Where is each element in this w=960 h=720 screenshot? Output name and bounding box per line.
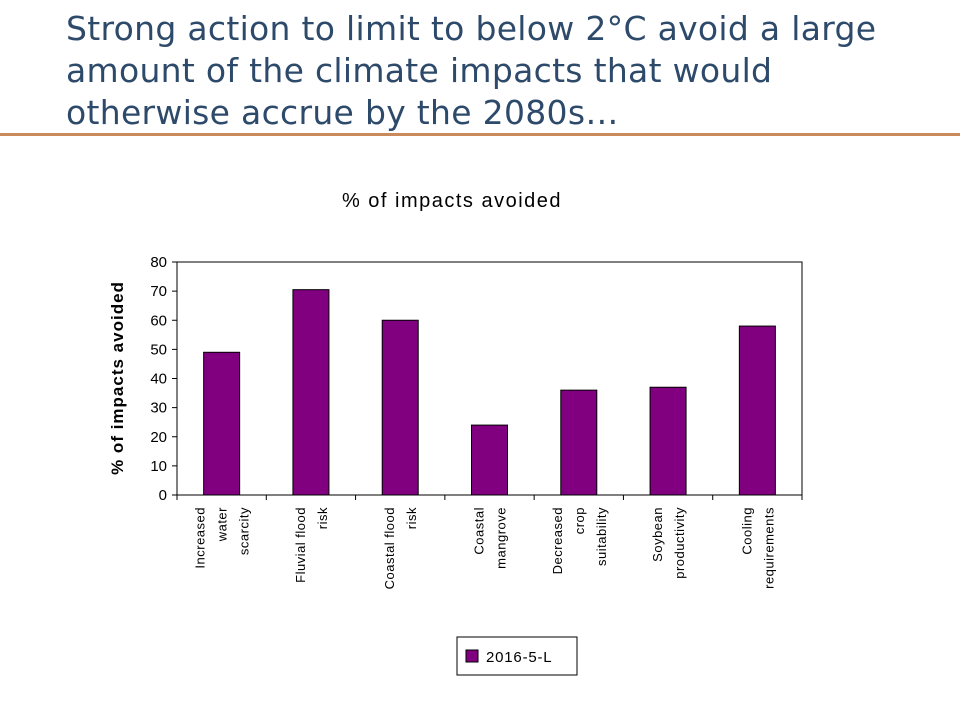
x-tick-label: Decreased xyxy=(550,507,565,574)
y-axis-label: % of impacts avoided xyxy=(108,281,127,475)
x-tick-label: mangrove xyxy=(494,507,509,569)
legend-swatch xyxy=(465,649,479,663)
bar xyxy=(471,424,508,496)
y-tick-label: 30 xyxy=(150,400,167,417)
y-tick-label: 70 xyxy=(150,283,167,300)
bar xyxy=(738,325,776,496)
y-tick-label: 20 xyxy=(150,429,167,446)
x-tick-label: water xyxy=(215,507,230,542)
x-tick-label: Fluvial flood xyxy=(293,507,308,583)
y-tick-label: 10 xyxy=(150,458,167,475)
legend: 2016-5-L xyxy=(456,636,578,676)
bar xyxy=(649,386,687,496)
y-tick-label: 80 xyxy=(150,254,167,271)
y-tick-label: 60 xyxy=(150,312,167,329)
x-tick-label: Soybean xyxy=(650,507,665,562)
x-tick-label: Cooling xyxy=(739,507,754,555)
x-axis xyxy=(176,495,803,500)
y-tick-label: 0 xyxy=(159,487,167,504)
chart-title: % of impacts avoided xyxy=(342,190,562,212)
x-tick-label: crop xyxy=(572,507,587,534)
title-divider xyxy=(0,133,960,136)
y-tick-label: 40 xyxy=(150,371,167,388)
x-tick-label: productivity xyxy=(672,507,687,579)
bar xyxy=(292,289,330,496)
x-axis-labels: Increased water scarcity Fluvial flood risk C… xyxy=(193,507,777,590)
x-tick-label: requirements xyxy=(761,507,776,589)
x-tick-label: scarcity xyxy=(237,507,252,555)
bars xyxy=(203,289,776,496)
x-tick-label: Coastal xyxy=(472,507,487,555)
slide-title: Strong action to limit to below 2°C avoi… xyxy=(66,9,877,132)
x-tick-label: Increased xyxy=(193,507,208,569)
y-tick-label: 50 xyxy=(150,341,167,358)
x-tick-label: suitability xyxy=(594,507,609,566)
bar xyxy=(203,351,241,496)
legend-label: 2016-5-L xyxy=(486,649,552,666)
y-axis: 0 10 20 30 40 50 60 70 80 xyxy=(150,254,177,504)
bar xyxy=(381,319,419,496)
x-tick-label: risk xyxy=(315,507,330,529)
bar xyxy=(560,389,598,496)
x-tick-label: Coastal flood xyxy=(382,507,397,589)
x-tick-label: risk xyxy=(404,507,419,529)
